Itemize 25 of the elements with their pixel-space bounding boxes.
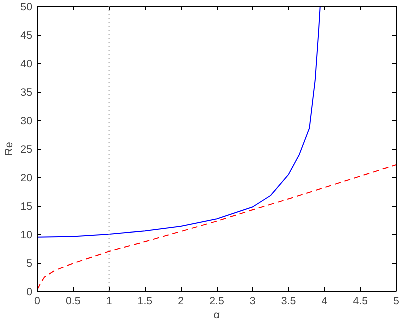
y-tick-label: 15 — [20, 201, 33, 213]
x-axis-title: α — [214, 310, 220, 322]
x-tick-label: 3 — [250, 296, 256, 308]
x-tick-label: 3.5 — [281, 296, 296, 308]
x-tick-label: 4 — [322, 296, 328, 308]
y-tick-label: 30 — [20, 116, 33, 128]
x-tick-label: 2 — [178, 296, 184, 308]
y-tick-label: 50 — [20, 2, 33, 14]
x-tick-label: 1 — [106, 296, 112, 308]
line-series — [38, 6, 321, 238]
y-tick-label: 25 — [20, 144, 33, 156]
x-tick-label: 2.5 — [210, 296, 224, 308]
y-axis-title: Re — [4, 142, 16, 156]
y-tick-label: 0 — [26, 286, 33, 298]
x-tick-label: 1.5 — [138, 296, 153, 308]
x-tick-label: 0 — [34, 296, 41, 308]
y-tick-label: 35 — [20, 87, 33, 99]
y-tick-label: 10 — [20, 230, 33, 242]
x-tick-label: 5 — [394, 296, 400, 308]
x-tick-label: 4.5 — [353, 296, 368, 308]
y-tick-label: 40 — [20, 58, 33, 70]
y-tick-label: 45 — [20, 30, 33, 42]
y-tick-label: 20 — [20, 172, 33, 184]
x-tick-label: 0.5 — [66, 296, 81, 308]
y-tick-label: 5 — [26, 258, 33, 270]
